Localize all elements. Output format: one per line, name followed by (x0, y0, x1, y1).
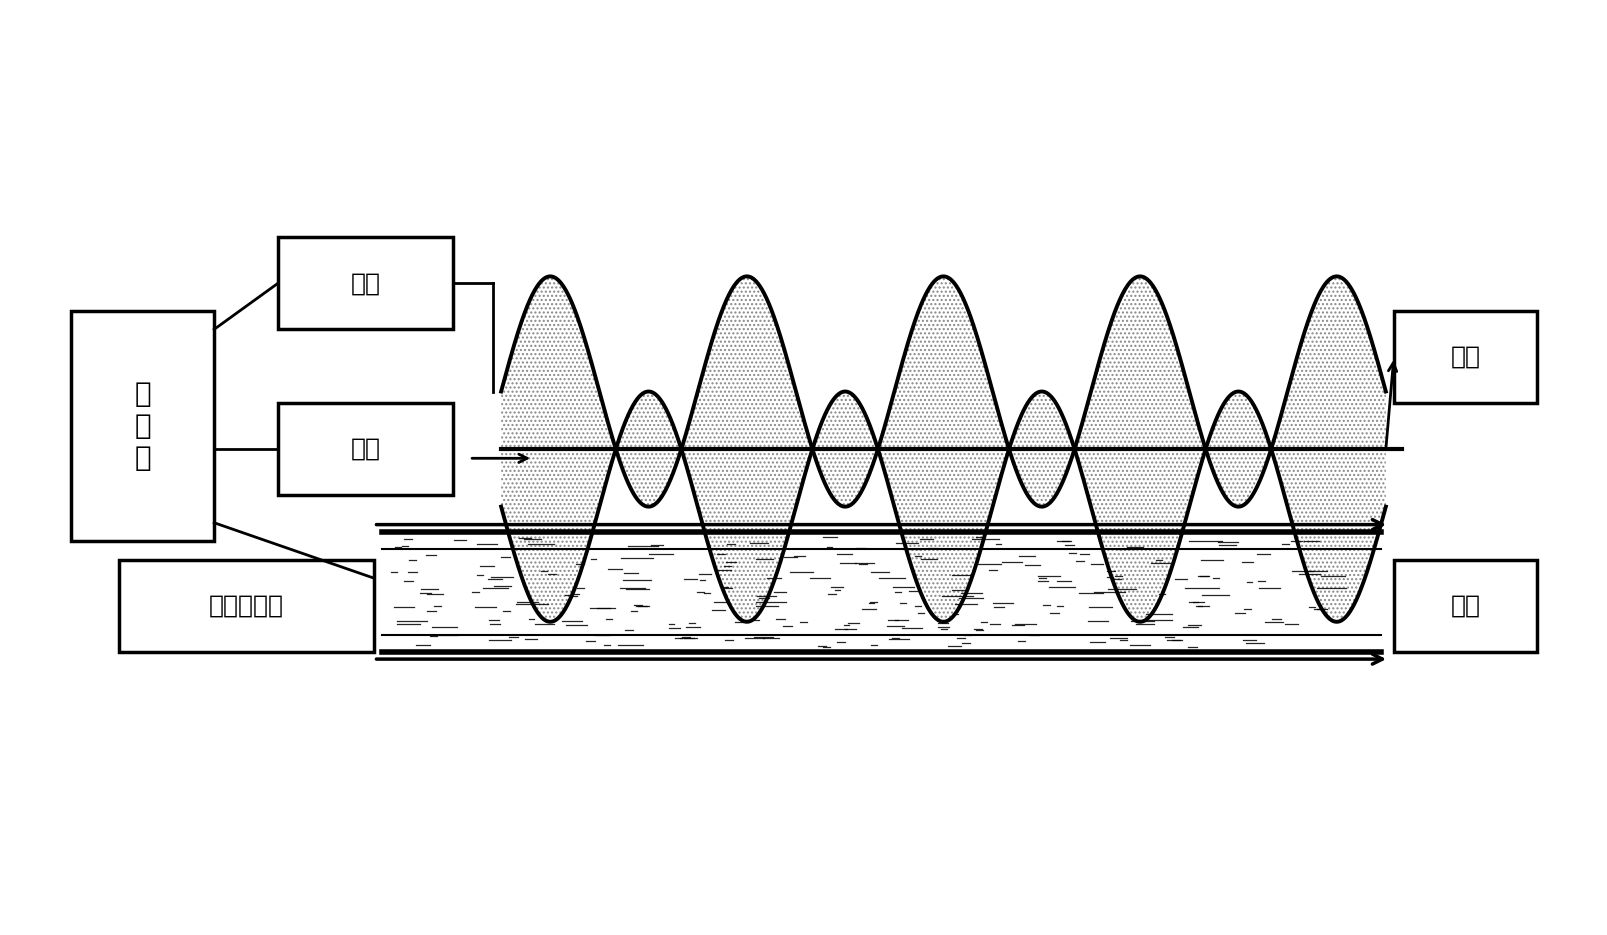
Text: 磨料: 磨料 (1450, 345, 1480, 369)
Bar (278, 403, 453, 496)
Bar (71, 311, 214, 541)
Text: 基材: 基材 (1450, 594, 1480, 618)
Bar (1393, 311, 1536, 403)
Text: 底胶: 底胶 (350, 437, 381, 461)
Text: 粘
结
涂: 粘 结 涂 (133, 380, 151, 472)
Bar (1393, 560, 1536, 652)
Text: 复胶: 复胶 (350, 271, 381, 295)
Bar (119, 560, 373, 652)
Text: 基材处理剂: 基材处理剂 (209, 594, 283, 618)
Bar (278, 237, 453, 329)
